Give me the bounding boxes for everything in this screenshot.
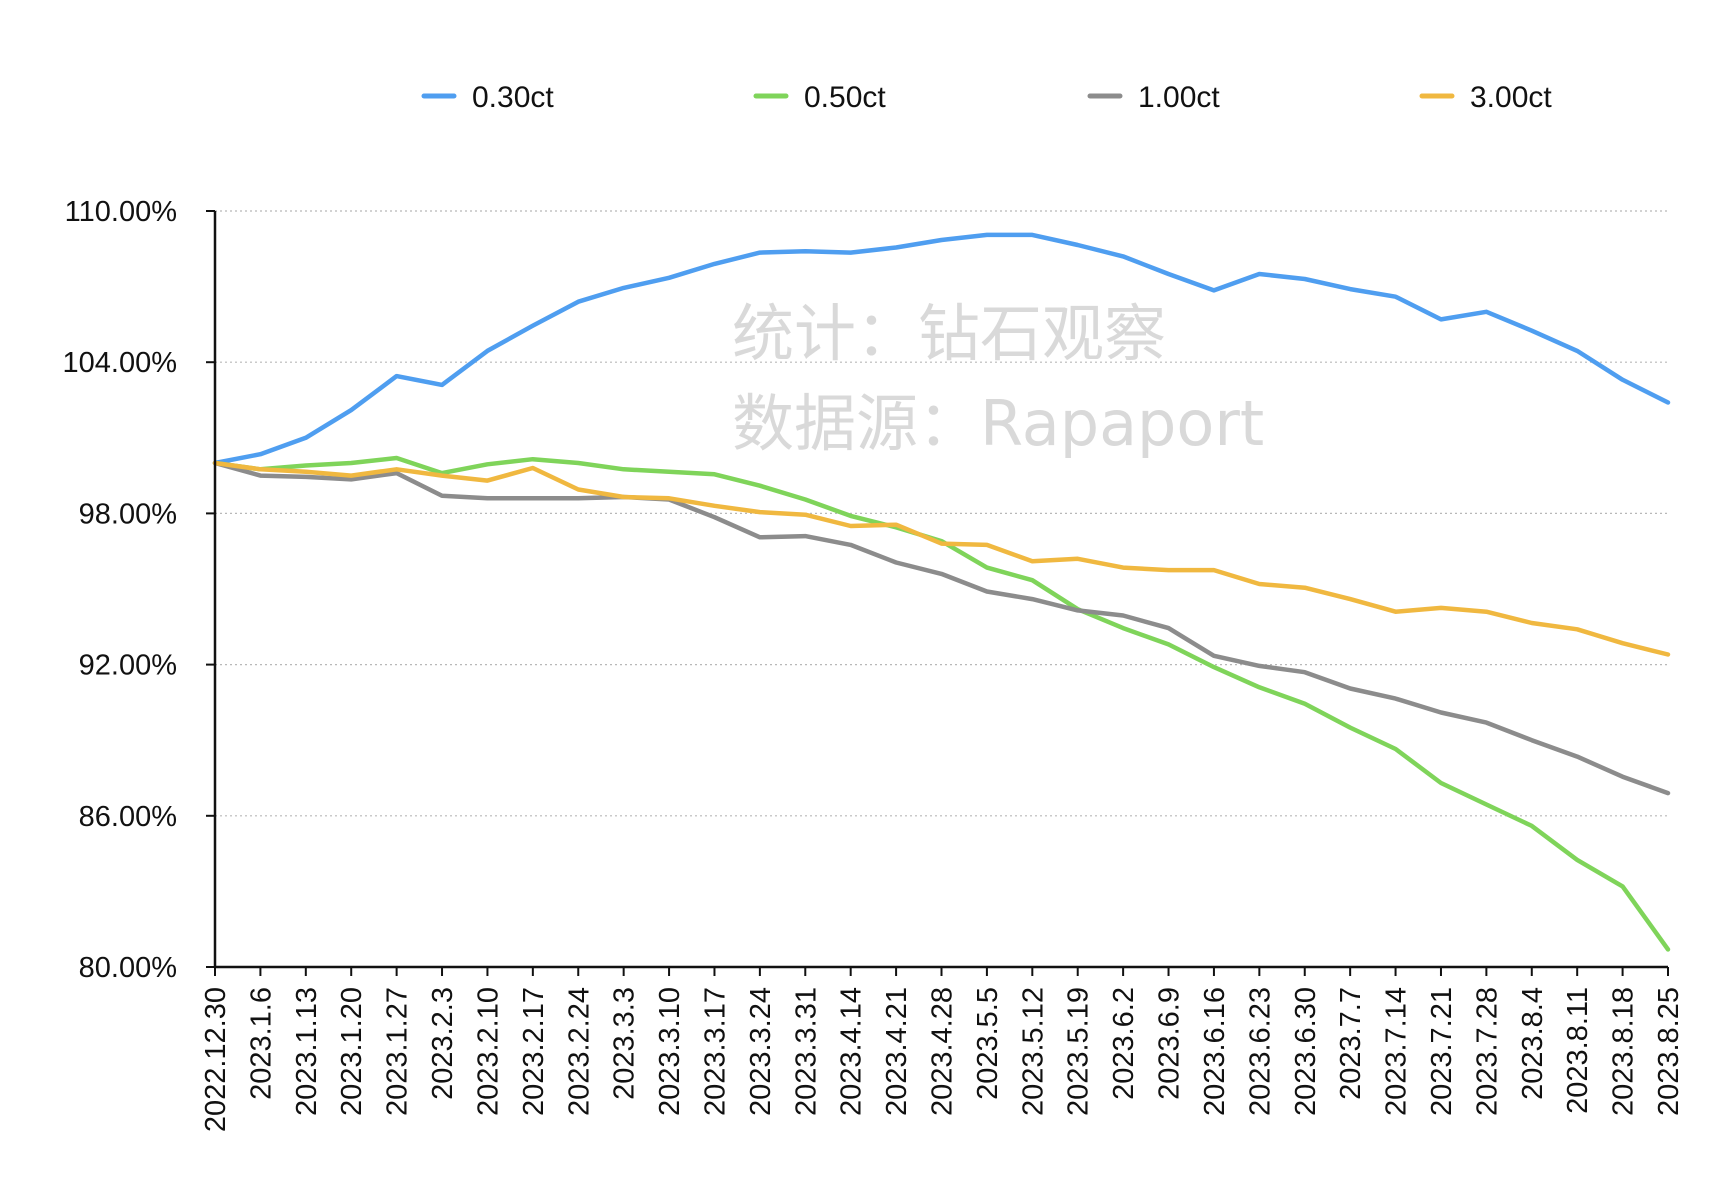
x-tick-label: 2023.6.30 xyxy=(1290,987,1322,1116)
x-tick-label: 2023.4.14 xyxy=(836,987,868,1116)
y-tick-label: 98.00% xyxy=(79,498,177,530)
x-tick-label: 2023.7.21 xyxy=(1426,987,1458,1116)
x-tick-label: 2023.2.17 xyxy=(518,987,550,1116)
series-lines xyxy=(212,232,1671,952)
x-tick-label: 2023.7.14 xyxy=(1381,987,1413,1116)
x-tick-label: 2023.3.10 xyxy=(654,987,686,1116)
x-tick-label: 2023.4.21 xyxy=(881,987,913,1116)
x-tick-label: 2022.12.30 xyxy=(200,987,232,1132)
series-line-0.50ct xyxy=(212,455,1671,952)
y-tick-label: 104.00% xyxy=(63,347,178,379)
y-tick-label: 92.00% xyxy=(79,650,177,682)
x-tick-label: 2023.2.24 xyxy=(563,987,595,1116)
x-tick-label: 2023.4.28 xyxy=(927,987,959,1116)
x-tick-label: 2023.3.31 xyxy=(790,987,822,1116)
y-tick-label: 80.00% xyxy=(79,952,177,984)
x-tick-label: 2023.8.4 xyxy=(1517,987,1549,1100)
x-tick-label: 2023.6.23 xyxy=(1244,987,1276,1116)
grid-lines xyxy=(215,210,1668,817)
x-tick-label: 2023.5.5 xyxy=(972,987,1004,1100)
x-tick-label: 2023.8.11 xyxy=(1562,987,1594,1114)
x-tick-label: 2023.6.9 xyxy=(1154,987,1186,1100)
legend-label: 0.30ct xyxy=(472,81,554,114)
x-tick-label: 2023.5.19 xyxy=(1063,987,1095,1116)
x-tick-label: 2023.1.6 xyxy=(245,987,277,1100)
x-tick-label: 2023.1.13 xyxy=(291,987,323,1116)
x-tick-label: 2023.5.12 xyxy=(1017,987,1049,1116)
y-tick-label: 86.00% xyxy=(79,801,177,833)
x-axis-ticks: 2022.12.30 2023.1.6 2023.1.13 2023.1.20 2023… xyxy=(200,967,1685,1132)
x-tick-label: 2023.3.3 xyxy=(609,987,641,1100)
x-tick-label: 2023.7.7 xyxy=(1335,987,1367,1100)
legend-label: 3.00ct xyxy=(1470,81,1552,114)
x-tick-label: 2023.8.18 xyxy=(1608,987,1640,1116)
legend-label: 1.00ct xyxy=(1138,81,1220,114)
x-tick-label: 2023.7.28 xyxy=(1471,987,1503,1116)
watermark: 统计：钻石观察 数据源：Rapaport xyxy=(732,297,1264,460)
x-tick-label: 2023.8.25 xyxy=(1653,987,1685,1116)
x-tick-label: 2023.2.3 xyxy=(427,987,459,1100)
x-tick-label: 2023.3.17 xyxy=(699,987,731,1116)
watermark-line-2: 数据源：Rapaport xyxy=(732,387,1264,460)
x-tick-label: 2023.6.2 xyxy=(1108,987,1140,1100)
legend: 0.30ct 0.50ct 1.00ct 3.00ct xyxy=(421,81,1552,114)
watermark-line-1: 统计：钻石观察 xyxy=(732,297,1166,370)
y-axis-ticks: 80.00% 86.00% 92.00% 98.00% 104.00% 110.00% xyxy=(63,196,215,984)
legend-label: 0.50ct xyxy=(804,81,886,114)
series-line-3.00ct xyxy=(212,460,1671,657)
x-tick-label: 2023.1.27 xyxy=(382,987,414,1116)
x-tick-label: 2023.6.16 xyxy=(1199,987,1231,1116)
series-line-0.30ct xyxy=(212,232,1671,466)
x-tick-label: 2023.1.20 xyxy=(336,987,368,1116)
x-tick-label: 2023.3.24 xyxy=(745,987,777,1116)
y-tick-label: 110.00% xyxy=(65,196,177,228)
x-tick-label: 2023.2.10 xyxy=(472,987,504,1116)
series-line-1.00ct xyxy=(212,460,1671,796)
